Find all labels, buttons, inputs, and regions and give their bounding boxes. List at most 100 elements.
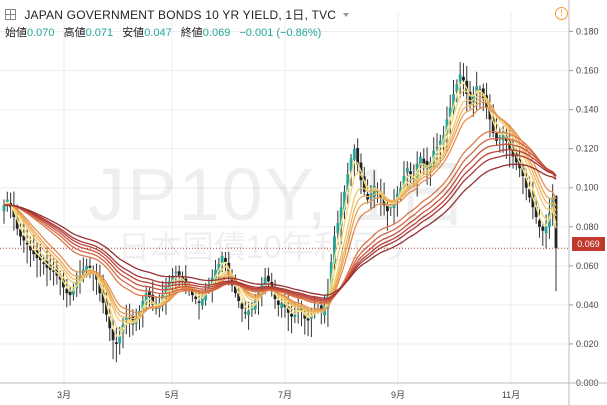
candle-body [2, 205, 6, 212]
candle-body [194, 296, 198, 300]
x-tick-label: 11月 [502, 390, 520, 400]
candle-body [475, 86, 479, 94]
candle-body [458, 74, 462, 82]
symbol-title[interactable]: JAPAN GOVERNMENT BONDS 10 YR YIELD, 1日, … [24, 8, 337, 22]
candle-body [105, 301, 108, 315]
caret-down-icon[interactable] [343, 13, 350, 17]
candle-body [356, 148, 360, 165]
candle-body [15, 218, 19, 229]
grid-icon[interactable] [5, 9, 16, 20]
candle-body [151, 294, 155, 305]
candle-body [19, 229, 22, 237]
candle-body [200, 297, 204, 306]
candle-body [382, 197, 386, 206]
ema-line [3, 106, 557, 314]
candle-body [455, 84, 459, 92]
candle-body [118, 336, 122, 344]
candle-body [511, 148, 515, 157]
low-label: 安値 [122, 27, 145, 39]
candle-body [452, 94, 455, 111]
high-label: 高値 [63, 27, 86, 39]
change-value: −0.001 (−0.86%) [239, 27, 322, 39]
candle-body [306, 318, 310, 321]
y-tick-label: 0.100 [576, 183, 599, 193]
candle-body [276, 300, 280, 305]
candle-body [174, 271, 178, 274]
x-tick-label: 5月 [165, 390, 179, 400]
candle-body [528, 189, 531, 198]
candle-body [32, 249, 36, 255]
candle-body [65, 288, 69, 294]
candle-body [498, 136, 502, 138]
ema-line [3, 143, 557, 302]
candle-body [405, 168, 409, 173]
candle-body [293, 314, 297, 318]
candle-body [468, 91, 472, 104]
ohlc-legend: 始値0.070 高値0.071 安値0.047 終値0.069 −0.001 (… [5, 24, 321, 40]
ema-line [3, 154, 557, 299]
candle-body [534, 206, 538, 218]
candle-body [419, 156, 422, 166]
candle-body [95, 274, 98, 280]
candle-body [177, 271, 181, 276]
candle-body [438, 140, 442, 145]
candle-body [435, 146, 439, 149]
candle-body [352, 148, 356, 160]
candle-body [191, 291, 194, 296]
candle-body [514, 153, 518, 163]
y-tick-label: 0.120 [576, 144, 599, 154]
candle-body [445, 119, 449, 135]
candle-body [72, 289, 75, 295]
candle-body [141, 300, 145, 312]
name-watermark: 日本国債10年利回り [118, 229, 410, 265]
candle-body [303, 313, 307, 319]
candle-body [531, 194, 535, 208]
candle-body [224, 258, 227, 262]
candle-body [237, 293, 241, 301]
info-icon[interactable]: ! [555, 7, 568, 20]
candle-body [538, 220, 541, 227]
candle-body [101, 289, 105, 303]
candle-body [111, 328, 115, 341]
y-tick-label: 0.180 [576, 27, 599, 37]
candle-body [263, 277, 267, 289]
x-tick-label: 9月 [391, 390, 405, 400]
candle-body [144, 293, 148, 304]
candle-body [204, 291, 208, 301]
candle-body [386, 205, 389, 212]
candle-body [362, 176, 366, 192]
candle-body [98, 280, 102, 294]
x-tick-label: 7月 [278, 390, 292, 400]
candle-body [422, 158, 426, 165]
candle-body [462, 76, 465, 81]
candle-body [22, 235, 26, 241]
candle-body [68, 291, 72, 296]
candle-body [88, 265, 92, 268]
candle-body [42, 262, 46, 264]
candle-body [290, 313, 293, 317]
open-label: 始値 [5, 27, 27, 39]
candle-body [167, 281, 171, 289]
candle-body [395, 193, 399, 198]
candle-body [389, 207, 393, 209]
chart-header: JAPAN GOVERNMENT BONDS 10 YR YIELD, 1日, … [5, 6, 350, 23]
candle-body [233, 286, 237, 294]
candle-body [247, 310, 250, 316]
candle-body [495, 133, 498, 141]
close-label: 終値 [180, 27, 203, 39]
open-value: 0.070 [27, 27, 55, 39]
candle-body [25, 243, 29, 245]
candle-body [267, 275, 270, 282]
candle-body [524, 177, 528, 188]
candle-body [58, 276, 62, 280]
candle-body [349, 158, 353, 171]
candle-body [52, 270, 55, 272]
last-price-tag: 0.069 [572, 237, 605, 251]
candle-body [148, 291, 151, 298]
candle-body [283, 303, 287, 307]
candle-body [333, 236, 336, 264]
candle-body [214, 269, 217, 281]
low-value: 0.047 [144, 27, 172, 39]
candle-body [280, 302, 284, 309]
